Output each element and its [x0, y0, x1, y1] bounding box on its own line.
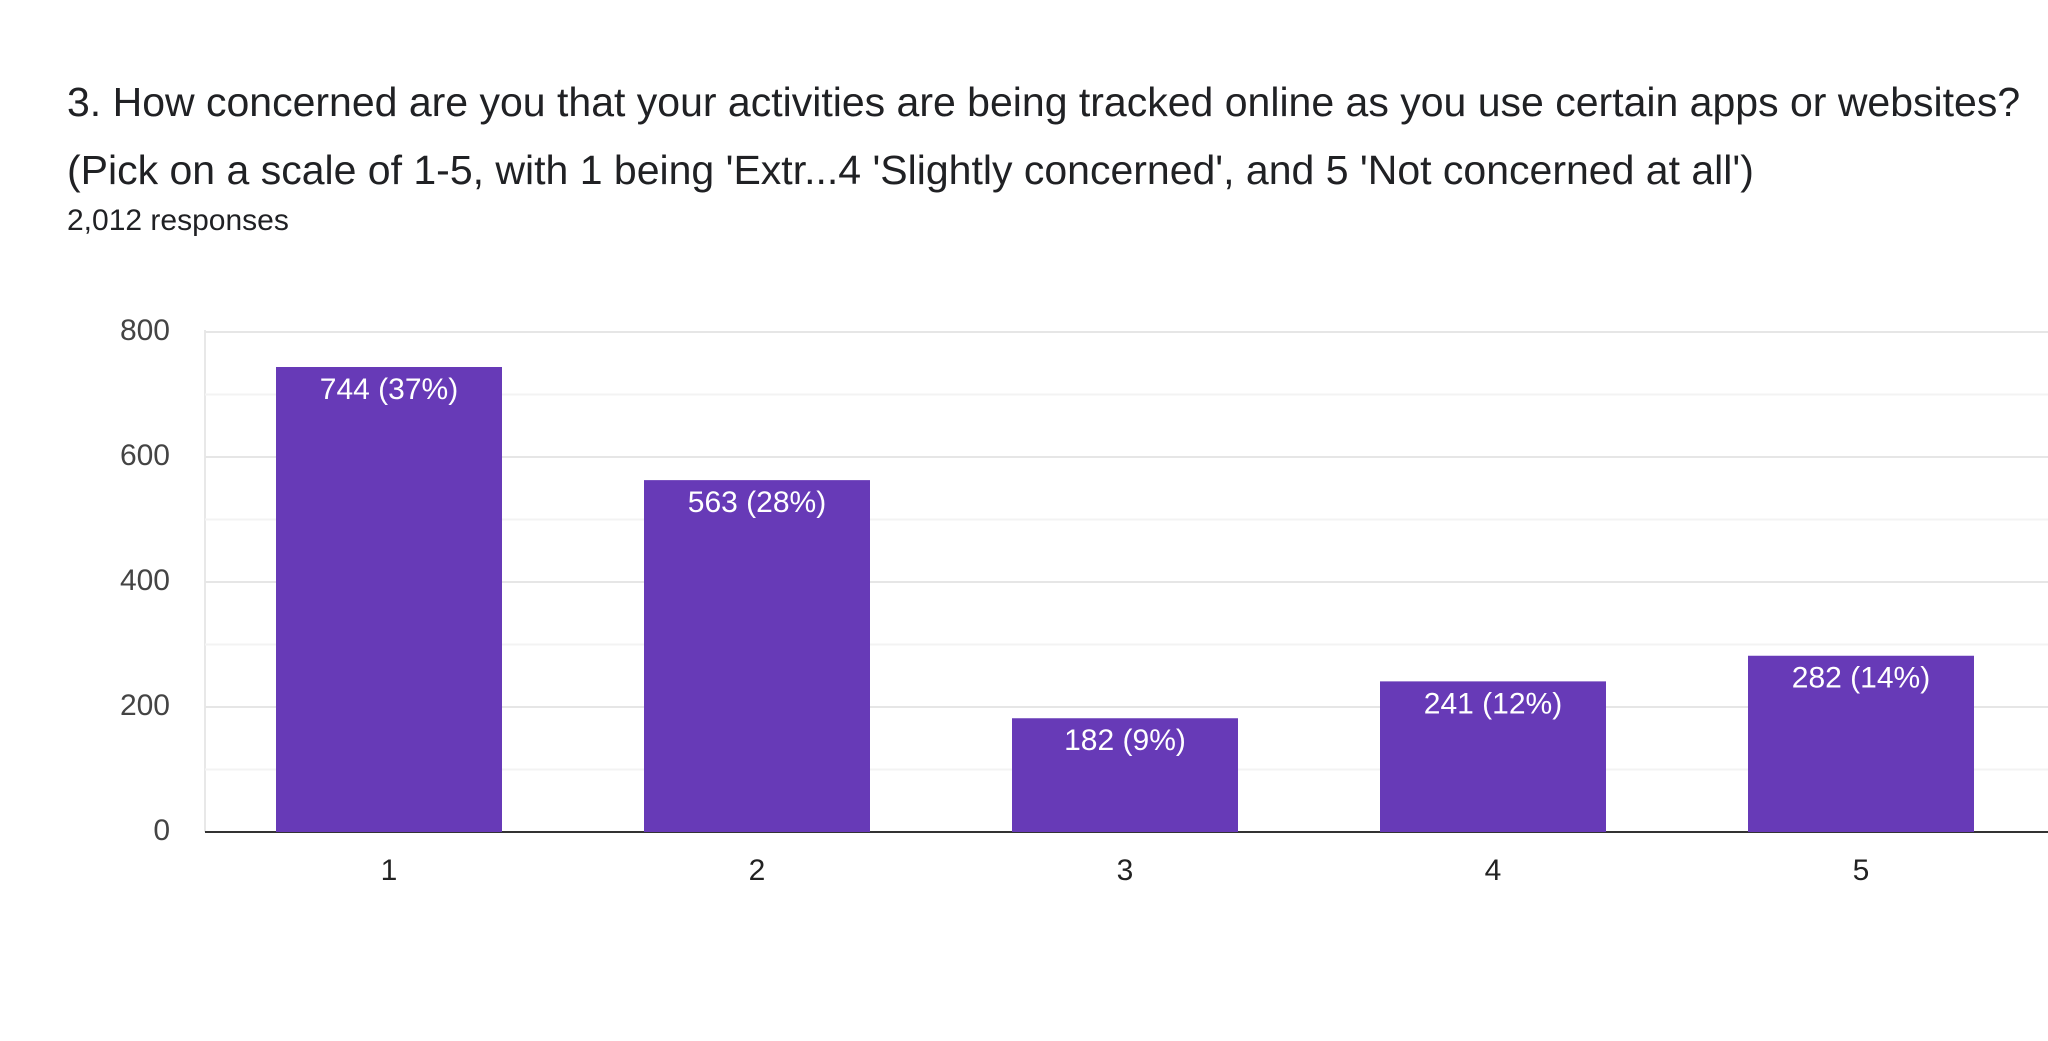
bar [1748, 655, 1974, 832]
y-tick-label: 400 [120, 564, 170, 597]
bar [644, 480, 870, 832]
x-tick-label: 1 [381, 854, 398, 887]
value-label: 563 (28%) [688, 486, 826, 519]
y-tick-label: 0 [153, 814, 170, 847]
y-tick-label: 800 [120, 314, 170, 347]
bar [276, 367, 502, 832]
value-label: 182 (9%) [1064, 724, 1186, 757]
y-tick-label: 200 [120, 689, 170, 722]
value-label: 282 (14%) [1792, 662, 1930, 695]
x-tick-label: 4 [1485, 854, 1502, 887]
bar [1380, 681, 1606, 832]
x-tick-label: 5 [1853, 854, 1870, 887]
response-count: 2,012 responses [67, 204, 289, 237]
chart-title: 3. How concerned are you that your activ… [67, 79, 2021, 193]
value-label: 744 (37%) [320, 373, 458, 406]
value-label: 241 (12%) [1424, 687, 1562, 720]
bar [1012, 718, 1238, 832]
x-tick-label: 3 [1117, 854, 1134, 887]
y-tick-label: 600 [120, 439, 170, 472]
x-tick-label: 2 [749, 854, 766, 887]
